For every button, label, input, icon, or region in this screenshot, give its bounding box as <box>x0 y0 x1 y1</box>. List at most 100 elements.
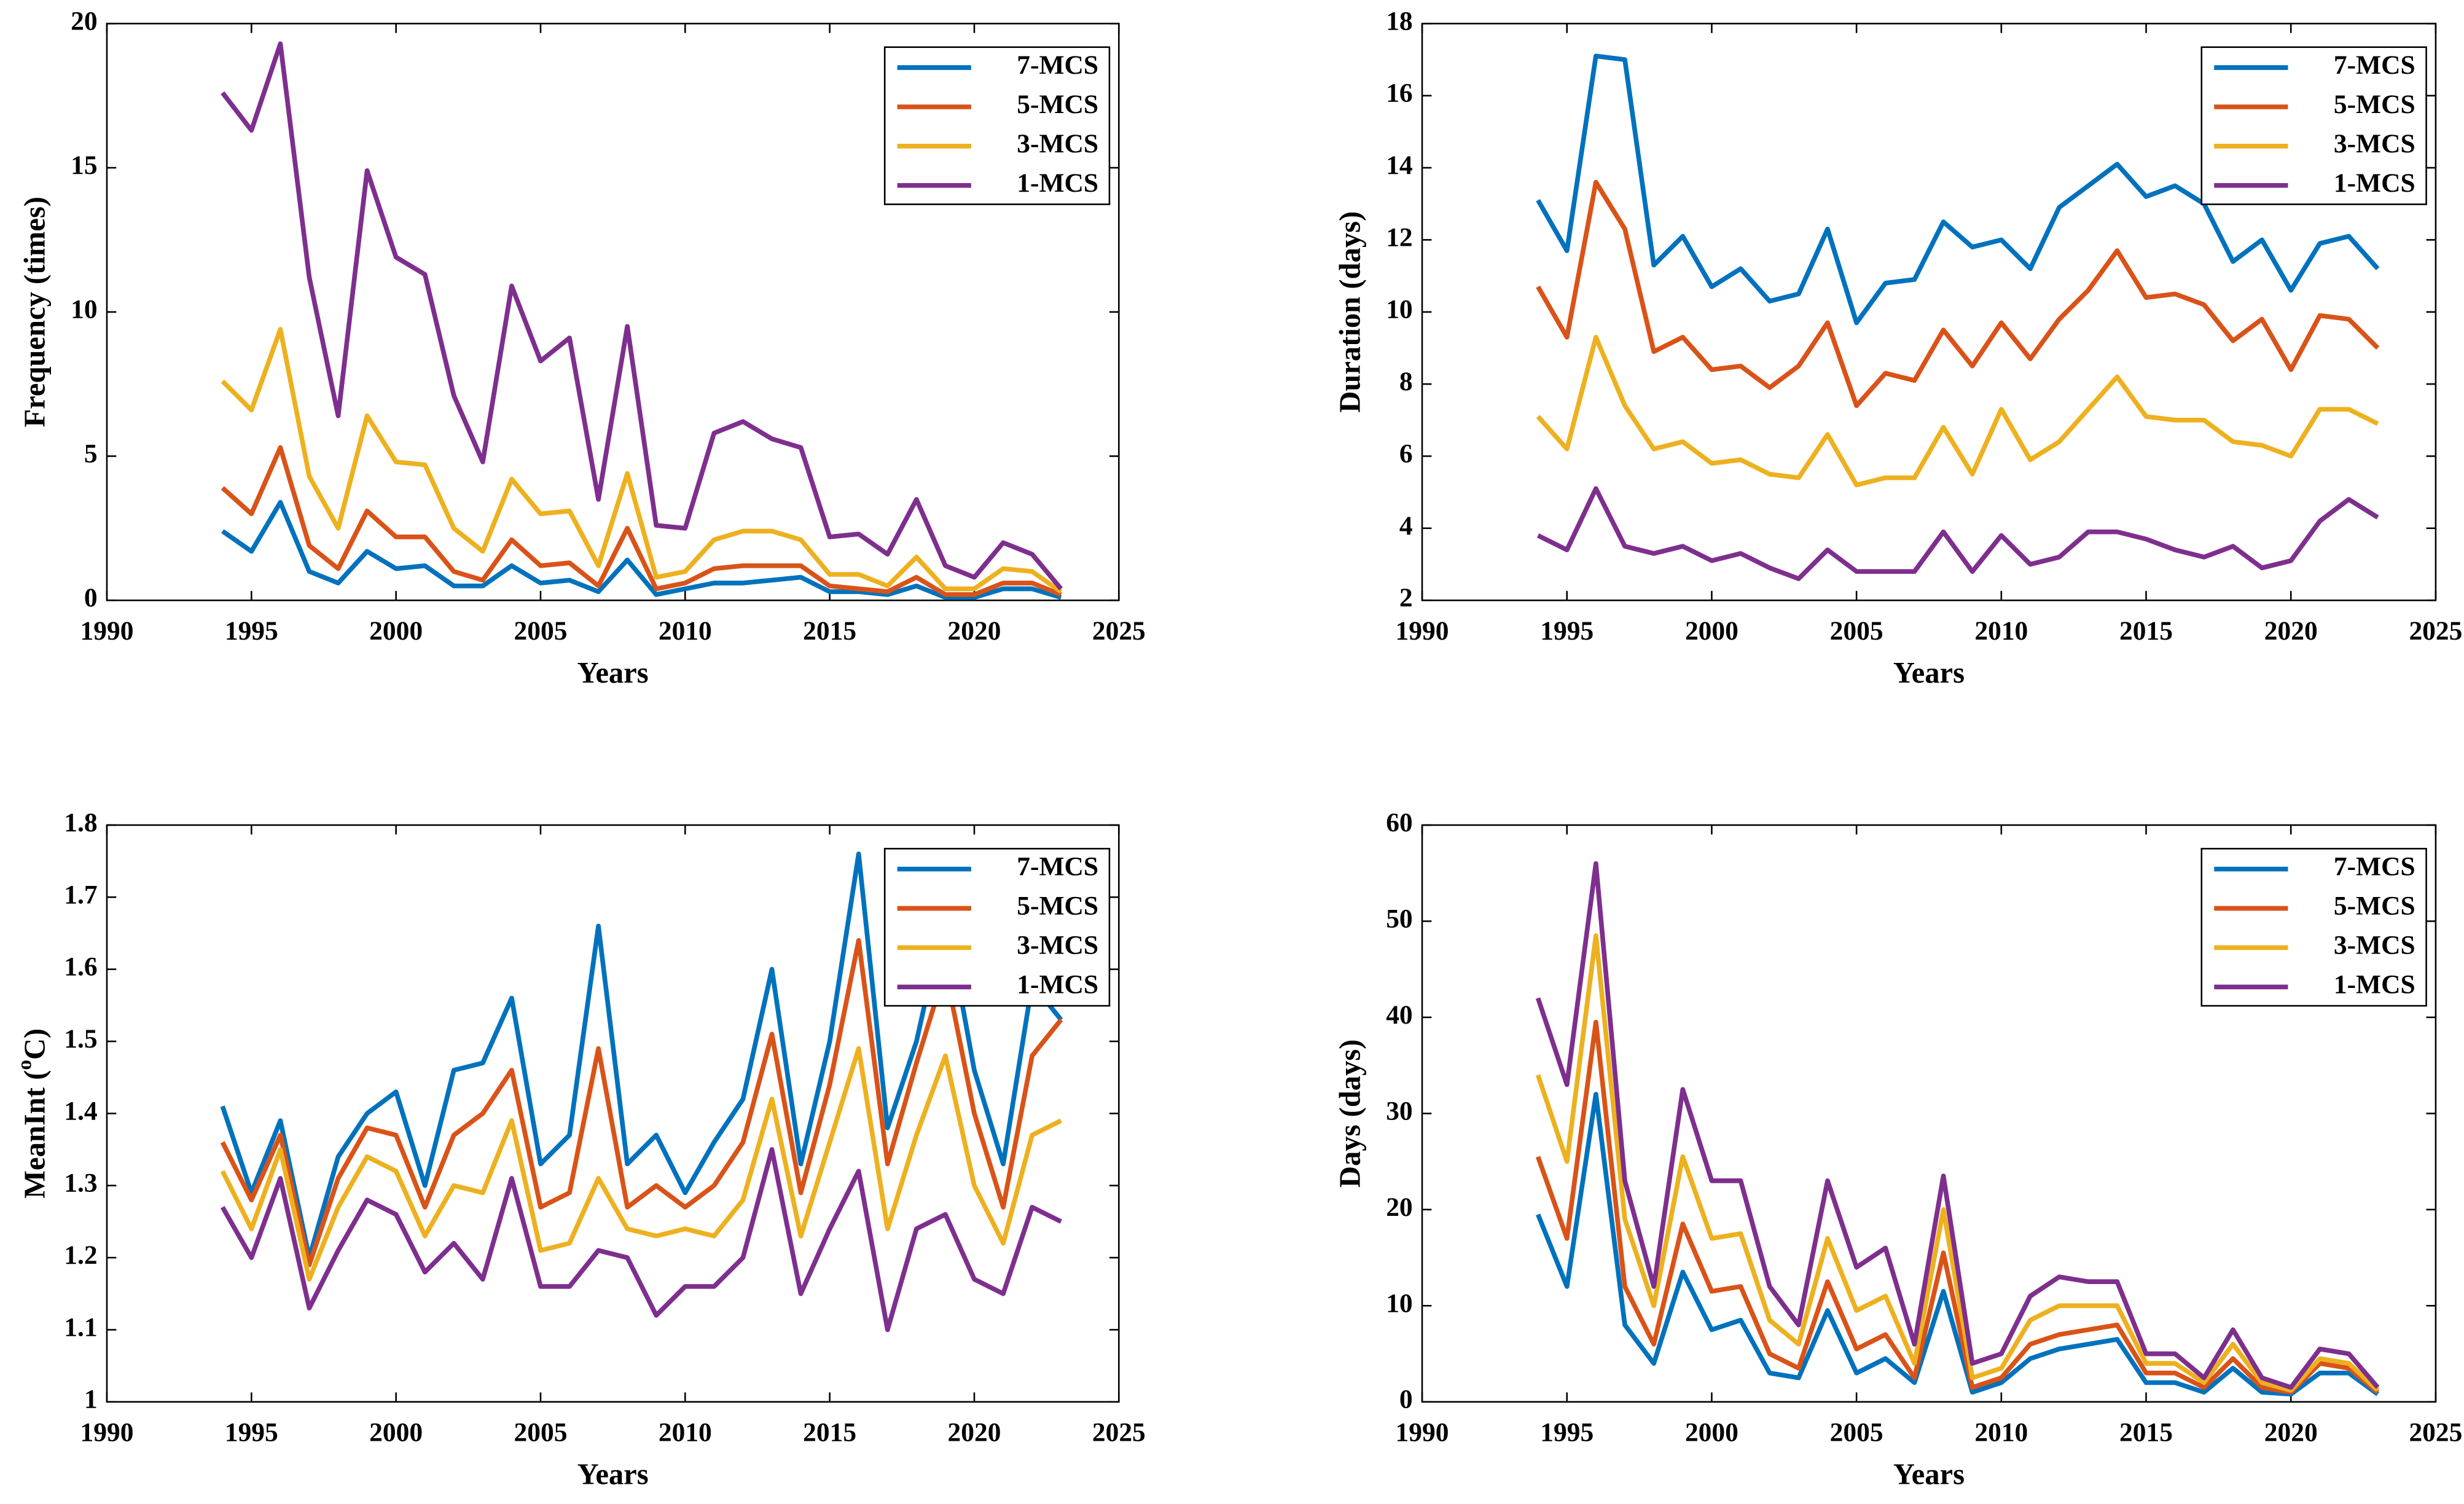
y-tick-label: 50 <box>1386 904 1412 933</box>
x-tick-label: 2005 <box>514 616 568 646</box>
y-tick-label: 1.4 <box>64 1096 97 1126</box>
x-axis-label: Years <box>577 656 649 689</box>
y-axis-label: Days (days) <box>1334 1040 1367 1188</box>
y-axis-label: Frequency (times) <box>18 197 52 428</box>
y-axis-label-part: C) <box>18 1028 52 1060</box>
x-axis-label: Years <box>577 1458 649 1491</box>
x-tick-label: 1995 <box>225 1417 278 1447</box>
legend-label: 5-MCS <box>2334 90 2415 119</box>
x-axis-label: Years <box>1893 1458 1965 1491</box>
y-tick-label: 18 <box>1386 6 1412 36</box>
x-tick-label: 2020 <box>948 616 1001 646</box>
series-line <box>220 1147 1062 1333</box>
y-tick-label: 1 <box>84 1385 98 1414</box>
x-tick-label: 2025 <box>1092 1417 1146 1447</box>
legend: 7-MCS 5-MCS 3-MCS 1-MCS <box>2200 46 2427 205</box>
x-tick-label: 2010 <box>659 616 712 646</box>
series-line <box>1536 1092 2379 1397</box>
y-tick-label: 1.7 <box>64 880 97 909</box>
legend-label: 1-MCS <box>1017 168 1098 198</box>
y-axis-label: MeanInt (oC) <box>14 1028 52 1199</box>
y-tick-label: 6 <box>1399 439 1413 468</box>
series-line <box>220 1046 1062 1282</box>
series-line <box>221 41 1063 590</box>
y-tick-label: 1.3 <box>64 1169 97 1198</box>
x-tick-label: 2005 <box>514 1417 568 1447</box>
y-tick-label: 10 <box>1386 1288 1412 1318</box>
series-line <box>221 445 1062 597</box>
x-tick-label: 2020 <box>2264 1417 2318 1447</box>
y-tick-label: 40 <box>1386 1000 1412 1030</box>
series-line <box>1536 53 2380 326</box>
y-tick-label: 8 <box>1399 367 1413 396</box>
legend-label: 5-MCS <box>1017 90 1098 119</box>
legend-label: 7-MCS <box>1017 50 1098 80</box>
x-tick-label: 2015 <box>803 616 856 646</box>
legend-label: 3-MCS <box>2334 930 2415 960</box>
legend: 7-MCS 5-MCS 3-MCS 1-MCS <box>883 848 1111 1007</box>
series-line <box>220 938 1063 1267</box>
y-tick-label: 20 <box>1386 1193 1412 1222</box>
y-tick-label: 1.1 <box>64 1312 97 1342</box>
y-tick-label: 16 <box>1386 79 1412 108</box>
x-tick-label: 2010 <box>1974 616 2028 646</box>
legend: 7-MCS 5-MCS 3-MCS 1-MCS <box>883 46 1111 205</box>
x-tick-label: 2025 <box>1092 616 1146 646</box>
panel: 1990 1995 2000 2005 2010 2015 2020 2025 1 1.1 1.2 1… <box>14 808 1146 1491</box>
x-tick-label: 2020 <box>948 1417 1001 1447</box>
y-tick-label: 10 <box>1386 295 1412 324</box>
legend: 7-MCS 5-MCS 3-MCS 1-MCS <box>2200 848 2427 1007</box>
x-axis-label: Years <box>1893 656 1965 689</box>
x-tick-label: 2005 <box>1830 1417 1883 1447</box>
x-tick-label: 1995 <box>1540 616 1594 646</box>
series-line <box>220 852 1063 1260</box>
x-tick-label: 2000 <box>1685 1417 1738 1447</box>
x-tick-label: 1990 <box>80 616 134 646</box>
x-tick-label: 2000 <box>369 1417 423 1447</box>
legend-label: 5-MCS <box>1017 891 1098 921</box>
y-tick-label: 10 <box>71 295 97 324</box>
y-axis-label: Duration (days) <box>1334 211 1367 413</box>
y-tick-label: 0 <box>84 583 98 613</box>
x-tick-label: 2000 <box>1685 616 1738 646</box>
series-line <box>1536 335 2379 488</box>
legend-label: 3-MCS <box>1017 129 1098 159</box>
legend-box <box>2200 46 2427 205</box>
x-tick-label: 2000 <box>369 616 423 646</box>
x-tick-label: 1990 <box>1396 1417 1449 1447</box>
legend-box <box>883 848 1111 1007</box>
panel: 1990 1995 2000 2005 2010 2015 2020 2025 2 4 6 8 10 12… <box>1334 6 2463 689</box>
legend-box <box>883 46 1111 205</box>
series-line <box>1535 1019 2380 1395</box>
y-tick-label: 15 <box>71 151 97 180</box>
y-tick-label: 1.6 <box>64 952 97 982</box>
y-tick-label: 1.5 <box>64 1024 97 1054</box>
series-line <box>1535 933 2380 1393</box>
series-line <box>1536 486 2379 581</box>
y-tick-label: 12 <box>1386 222 1412 252</box>
panel: 1990 1995 2000 2005 2010 2015 2020 2025 0 10 20 30 4… <box>1334 808 2463 1491</box>
y-axis-label-part: o <box>14 1060 36 1070</box>
y-tick-label: 60 <box>1386 808 1412 837</box>
y-tick-label: 14 <box>1386 151 1412 180</box>
legend-label: 7-MCS <box>1017 852 1098 882</box>
legend-label: 5-MCS <box>2334 891 2415 921</box>
x-tick-label: 1990 <box>1396 616 1449 646</box>
x-tick-label: 1995 <box>225 616 278 646</box>
legend-box <box>2200 848 2427 1007</box>
x-tick-label: 2025 <box>2409 616 2462 646</box>
x-tick-label: 2020 <box>2264 616 2318 646</box>
legend-label: 1-MCS <box>2334 168 2415 198</box>
legend-label: 1-MCS <box>2334 969 2415 999</box>
y-tick-label: 5 <box>84 439 98 468</box>
y-tick-label: 1.2 <box>64 1240 97 1270</box>
legend-label: 7-MCS <box>2334 50 2415 80</box>
y-tick-label: 0 <box>1399 1385 1413 1414</box>
x-tick-label: 1990 <box>80 1417 134 1447</box>
legend-label: 3-MCS <box>2334 129 2415 159</box>
series-line <box>1536 179 2380 409</box>
series-line <box>221 327 1063 594</box>
y-tick-label: 2 <box>1399 583 1413 613</box>
